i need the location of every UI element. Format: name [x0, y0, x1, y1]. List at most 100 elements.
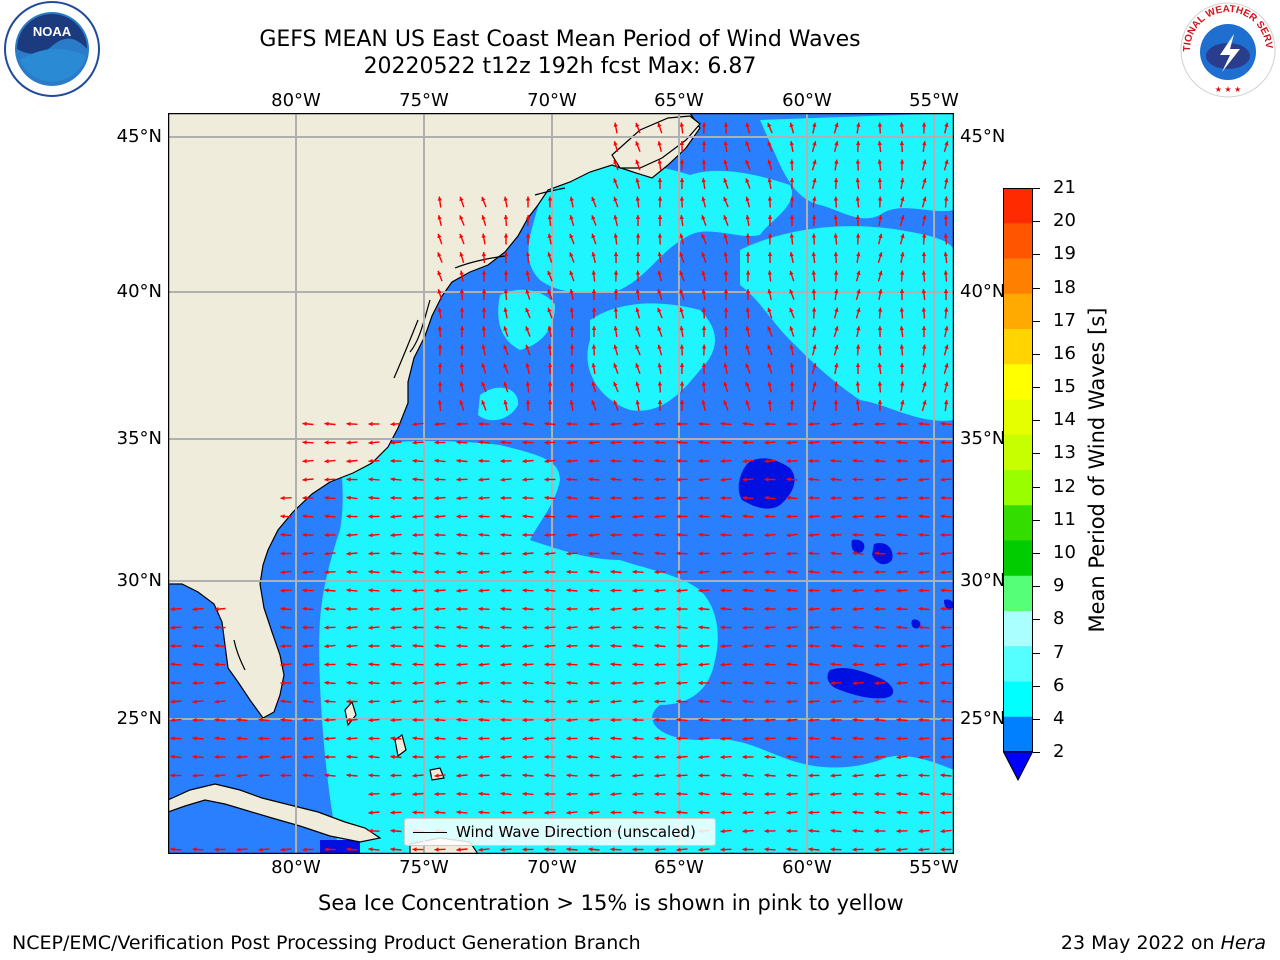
arrow-head [676, 680, 681, 686]
arrow-head [720, 773, 725, 778]
arrow-head [654, 810, 659, 815]
arrow-head [368, 736, 373, 741]
arrow-head [742, 625, 747, 630]
arrow-head [786, 736, 791, 741]
arrow-head [434, 847, 439, 852]
arrow-head [456, 551, 461, 556]
arrow-head [412, 717, 417, 723]
arrow-head [874, 477, 879, 482]
arrow-head [657, 326, 662, 331]
arrow-head [940, 773, 945, 778]
arrow-head [481, 363, 486, 368]
arrow-head [613, 363, 618, 368]
arrow-head [745, 196, 750, 202]
arrow-head [566, 421, 571, 427]
arrow-head [896, 791, 901, 797]
arrow-head [368, 458, 373, 464]
arrow-head [940, 644, 945, 649]
arrow-head [808, 551, 813, 556]
arrow-head [434, 477, 439, 482]
arrow-head [944, 196, 949, 201]
colorbar-label: Mean Period of Wind Waves [s] [1085, 307, 1109, 633]
arrow-head [855, 159, 861, 164]
arrow-head [481, 196, 486, 202]
arrow-head [723, 381, 728, 387]
arrow-head [544, 514, 549, 519]
arrow-head [657, 196, 663, 201]
arrow-head [654, 551, 659, 556]
arrow-head [437, 400, 442, 405]
arrow-head [874, 514, 879, 519]
arrow-head [478, 662, 483, 667]
lon-label-bottom: 60°W [782, 857, 832, 878]
arrow-head [676, 532, 681, 537]
arrow-head [877, 196, 883, 201]
arrow-head [566, 514, 571, 519]
arrow-head [720, 606, 725, 611]
arrow-head [544, 773, 549, 778]
arrow-head [192, 680, 197, 686]
arrow-head [918, 625, 923, 630]
arrow-head [808, 606, 813, 612]
arrow-head [789, 363, 794, 368]
arrow-head [437, 289, 442, 294]
arrow-head [830, 791, 835, 797]
arrow-head [764, 477, 769, 482]
arrow-head [522, 847, 527, 852]
arrow-head [525, 381, 530, 386]
colorbar-tick-label: 11 [1053, 508, 1076, 530]
arrow-head [522, 736, 527, 741]
arrow-head [588, 551, 593, 556]
arrow-head [434, 681, 439, 686]
arrow-head [346, 718, 351, 723]
arrow-head [192, 773, 197, 778]
arrow-head [280, 680, 285, 686]
arrow-head [588, 773, 593, 778]
arrow-head [591, 289, 597, 293]
arrow-head [944, 326, 949, 331]
arrow-head [679, 233, 684, 239]
arrow-head [214, 625, 219, 630]
arrow-head [522, 754, 527, 760]
arrow-head [434, 773, 439, 778]
arrow-head [676, 662, 681, 667]
arrow-head [877, 326, 883, 330]
arrow-head [918, 773, 923, 778]
arrow-head [701, 400, 706, 405]
arrow-head [437, 215, 442, 220]
arrow-head [481, 233, 486, 238]
arrow-head [896, 773, 901, 778]
arrow-head [346, 736, 351, 741]
arrow-head [500, 532, 505, 538]
arrow-head [547, 400, 553, 404]
arrow-head [764, 606, 769, 612]
arrow-head [525, 289, 530, 294]
arrow-head [900, 400, 905, 405]
colorbar-tick-mark [1033, 652, 1040, 654]
arrow-head [812, 178, 817, 183]
arrow-head [874, 717, 879, 722]
arrow-head [830, 422, 835, 427]
arrow-head [635, 400, 640, 405]
arrow-head [368, 625, 373, 630]
arrow-head [302, 773, 307, 778]
arrow-head [302, 754, 307, 760]
arrow-head [302, 440, 307, 445]
arrow-head [302, 477, 307, 482]
arrow-head [368, 440, 373, 445]
arrow-head [302, 421, 307, 426]
arrow-head [940, 717, 945, 723]
arrow-head [657, 381, 663, 386]
arrow-head [855, 233, 861, 238]
lon-label-top: 60°W [782, 90, 832, 111]
map-legend: Wind Wave Direction (unscaled) [404, 818, 716, 846]
arrow-head [676, 569, 681, 575]
arrow-head [944, 344, 949, 350]
arrow-head [808, 810, 813, 815]
arrow-head [500, 699, 505, 704]
arrow-head [808, 569, 813, 574]
arrow-head [856, 122, 861, 127]
arrow-head [808, 421, 813, 427]
arrow-head [786, 680, 791, 686]
arrow-head [654, 717, 659, 723]
